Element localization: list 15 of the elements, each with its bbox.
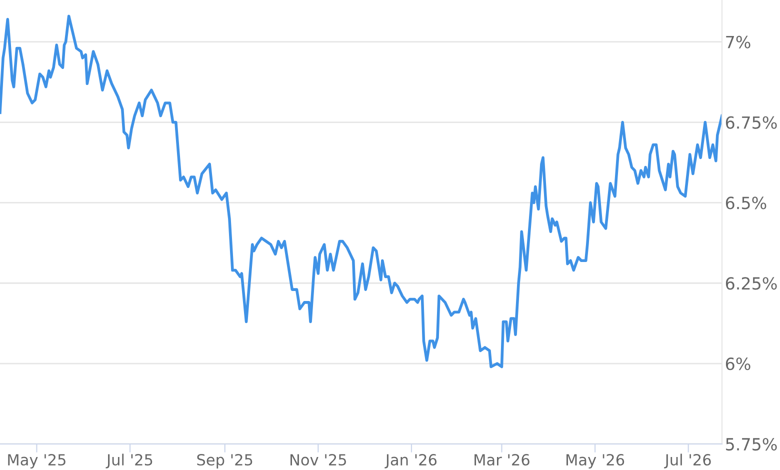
x-tick-label: May '26: [566, 454, 624, 469]
y-tick-label: 6.75%: [726, 116, 777, 129]
x-tick-label: May '25: [8, 454, 66, 469]
x-tick-label: Jul '25: [106, 454, 152, 468]
y-tick-label: 7%: [726, 36, 750, 48]
y-tick-label: 6.25%: [726, 277, 777, 290]
x-tick-label: Jan '26: [384, 454, 437, 468]
y-tick-label: 5.75%: [726, 438, 777, 451]
y-tick-label: 6.5%: [726, 196, 766, 210]
x-tick-label: Mar '26: [474, 454, 530, 466]
x-tick-label: Jul '26: [664, 454, 711, 468]
x-tick-label: Nov '25: [290, 454, 346, 466]
line-series: [0, 14, 722, 368]
y-tick-label: 6%: [726, 358, 750, 370]
x-tick-label: Sep '25: [197, 454, 252, 469]
